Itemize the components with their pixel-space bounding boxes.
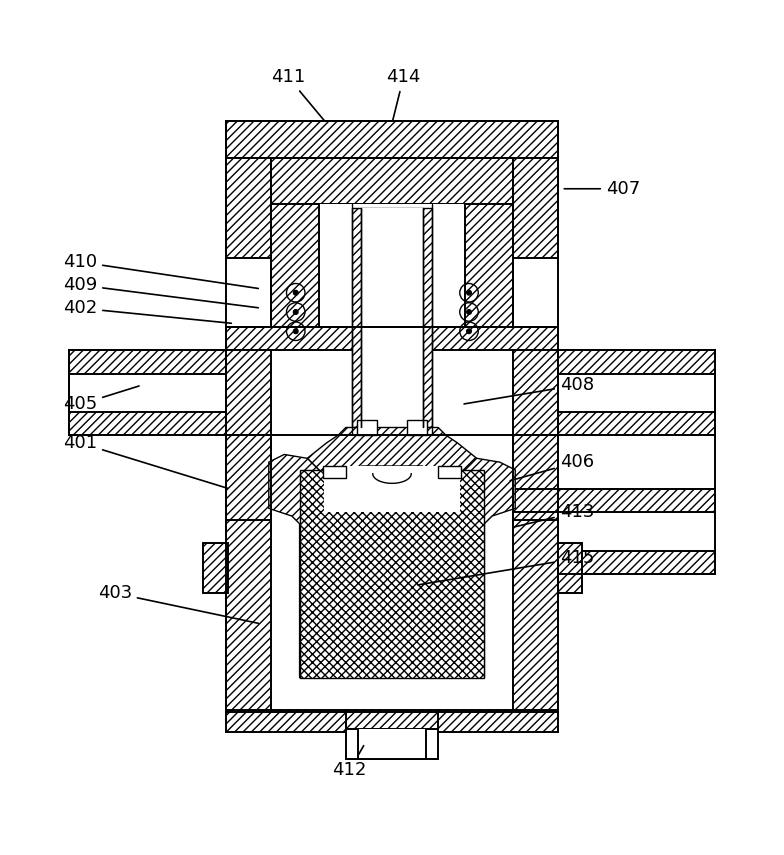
Bar (557, 351, 716, 374)
Circle shape (293, 310, 298, 315)
Polygon shape (307, 428, 477, 481)
Bar (319, 204, 465, 327)
Bar (227, 351, 271, 435)
Text: 408: 408 (464, 376, 594, 404)
Bar (227, 711, 557, 732)
Bar (361, 208, 423, 428)
Bar (438, 466, 461, 478)
Circle shape (466, 291, 471, 295)
Text: 411: 411 (271, 68, 325, 121)
Text: 406: 406 (510, 453, 594, 481)
Text: 402: 402 (63, 299, 231, 323)
Bar (227, 121, 557, 158)
Circle shape (293, 329, 298, 333)
Text: 403: 403 (98, 584, 259, 623)
Bar (227, 121, 557, 327)
Polygon shape (269, 455, 515, 678)
Bar (271, 204, 319, 327)
Bar (465, 204, 513, 327)
Text: 410: 410 (63, 253, 259, 288)
Bar (513, 435, 557, 489)
Text: 412: 412 (332, 746, 367, 779)
Bar (227, 327, 557, 351)
Bar (557, 489, 716, 512)
Bar (299, 470, 485, 678)
Bar (325, 466, 459, 512)
Circle shape (466, 310, 471, 315)
Text: 409: 409 (63, 276, 258, 308)
Bar (323, 466, 346, 478)
Bar (68, 351, 227, 374)
Text: 405: 405 (63, 386, 139, 414)
Bar (358, 420, 376, 435)
Bar (358, 729, 426, 758)
Bar (408, 420, 426, 435)
Bar (346, 729, 438, 758)
Bar (465, 204, 513, 235)
Text: 413: 413 (514, 504, 594, 527)
Bar (557, 412, 716, 435)
Polygon shape (352, 435, 432, 474)
Circle shape (293, 291, 298, 295)
Bar (68, 412, 227, 435)
Bar (227, 435, 557, 712)
Text: 415: 415 (418, 550, 594, 585)
Circle shape (466, 329, 471, 333)
Bar (338, 204, 446, 327)
Text: 407: 407 (564, 180, 641, 198)
Text: 401: 401 (63, 433, 227, 488)
Bar (227, 158, 271, 258)
Bar (352, 208, 432, 428)
Bar (271, 158, 513, 204)
Bar (513, 158, 557, 258)
Bar (203, 543, 228, 593)
Bar (271, 204, 319, 235)
Bar (557, 551, 716, 574)
Bar (271, 158, 513, 327)
Bar (513, 512, 557, 712)
Bar (227, 435, 271, 712)
Text: 414: 414 (387, 68, 421, 121)
Bar (513, 351, 557, 512)
Bar (557, 543, 583, 593)
